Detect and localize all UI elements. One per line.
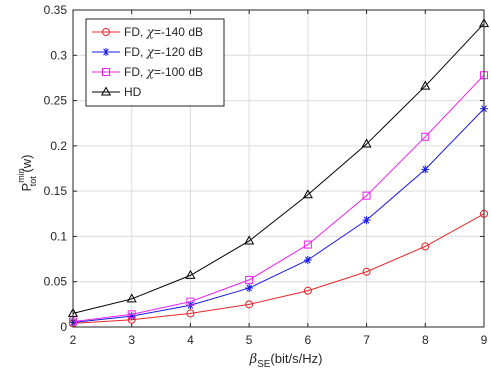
series-line <box>72 108 485 323</box>
square-marker <box>127 310 136 319</box>
x-tick-label: 8 <box>422 333 429 347</box>
x-tick-label: 2 <box>70 333 77 347</box>
y-tick-label: 0.2 <box>50 139 67 153</box>
square-marker <box>186 297 195 306</box>
x-tick-label: 3 <box>128 333 135 347</box>
series-group <box>67 18 490 328</box>
series-line <box>72 213 485 324</box>
asterisk-marker <box>127 312 136 321</box>
triangle-marker <box>126 293 137 303</box>
x-tick-label: 5 <box>246 333 253 347</box>
plot-frame <box>72 9 485 328</box>
x-tick-label: 6 <box>305 333 312 347</box>
circle-marker <box>303 286 312 295</box>
y-tick-label: 0.15 <box>44 184 68 198</box>
legend-label: FD, χ=-120 dB <box>124 45 203 59</box>
legend-label: HD <box>124 85 142 99</box>
triangle-marker <box>100 86 112 96</box>
series-line <box>72 23 485 314</box>
y-axis-label-superscript: min <box>16 168 26 183</box>
y-tick-label: 0.05 <box>44 275 68 289</box>
legend-item: FD, χ=-140 dB <box>92 25 203 39</box>
y-axis-label-unit: (w) <box>19 155 34 177</box>
y-tick-label: 0.1 <box>50 229 67 243</box>
y-tick-label: 0.35 <box>44 3 68 17</box>
legend-item: HD <box>92 85 142 99</box>
circle-marker <box>245 300 254 309</box>
x-tick-label: 4 <box>187 333 194 347</box>
triangle-marker <box>185 269 196 279</box>
circle-marker <box>186 309 195 318</box>
y-tick-label: 0.25 <box>44 94 68 108</box>
asterisk-marker <box>102 48 110 56</box>
circle-marker <box>102 28 110 36</box>
square-marker <box>245 275 254 284</box>
square-marker <box>303 240 312 249</box>
series-square <box>69 71 488 326</box>
square-marker <box>421 132 430 141</box>
x-tick-label: 7 <box>363 333 370 347</box>
series-line <box>72 74 485 323</box>
triangle-marker <box>244 235 255 245</box>
square-marker <box>102 68 110 76</box>
x-tick-labels: 2 3 4 5 6 7 8 9 <box>70 333 488 347</box>
y-tick-label: 0 <box>60 320 67 334</box>
legend-item: FD, χ=-100 dB <box>92 65 203 79</box>
triangle-marker <box>361 138 372 148</box>
triangle-marker <box>302 189 313 199</box>
legend: FD, χ=-140 dB FD, χ=-120 dB FD, χ=-100 dB H… <box>85 18 225 107</box>
square-marker <box>362 191 371 200</box>
x-axis-label: βSE(bit/s/Hz) <box>249 351 323 370</box>
legend-item: FD, χ=-120 dB <box>92 45 203 59</box>
legend-label: FD, χ=-140 dB <box>124 25 203 39</box>
circle-marker <box>421 242 430 251</box>
asterisk-marker <box>362 216 371 225</box>
y-axis-label-subscript: tot <box>28 176 38 187</box>
y-axis-label: Pmin tot (w) <box>16 155 38 192</box>
legend-label: FD, χ=-100 dB <box>124 65 203 79</box>
y-axis-label-symbol: P <box>19 183 34 192</box>
asterisk-marker <box>421 165 430 174</box>
circle-marker <box>362 267 371 276</box>
x-tick-label: 9 <box>481 333 488 347</box>
x-axis-label-symbol: β <box>249 352 258 367</box>
y-tick-labels: 0 0.05 0.1 0.15 0.2 0.25 0.3 0.35 <box>44 3 68 334</box>
y-tick-label: 0.3 <box>50 48 67 62</box>
asterisk-marker <box>303 255 312 264</box>
triangle-marker <box>420 80 431 90</box>
asterisk-marker <box>245 284 254 293</box>
x-axis-label-subscript: SE <box>257 359 271 370</box>
x-axis-label-unit: (bit/s/Hz) <box>270 351 322 366</box>
